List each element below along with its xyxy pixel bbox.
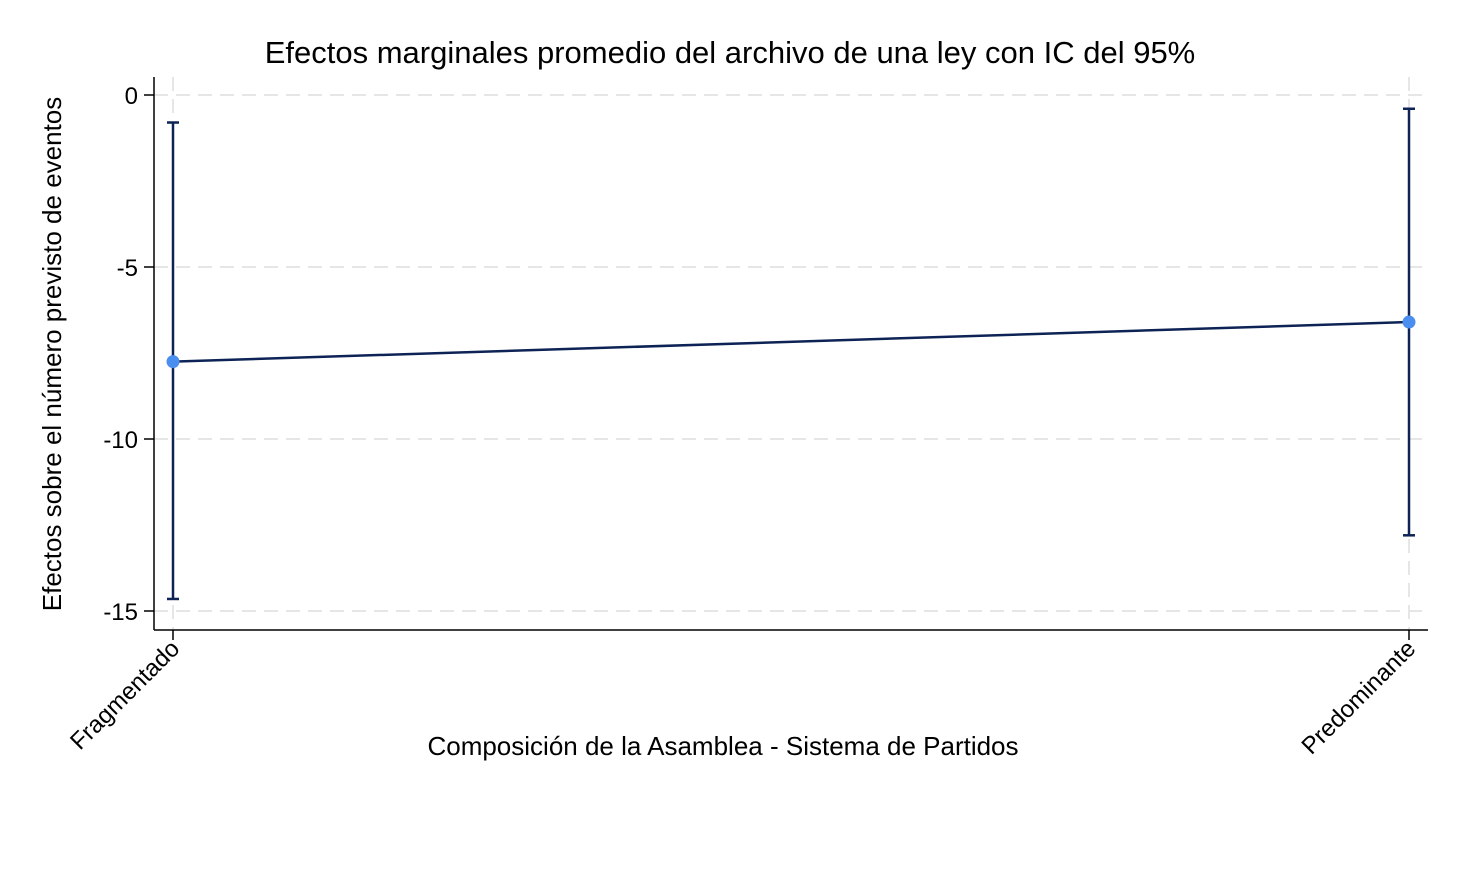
y-tick-label: -10 <box>103 427 138 454</box>
y-tick-label: 0 <box>125 83 138 110</box>
x-tick-label: Predominante <box>1296 635 1421 760</box>
axes <box>153 77 1428 631</box>
chart-title: Efectos marginales promedio del archivo … <box>265 35 1196 70</box>
x-axis-label: Composición de la Asamblea - Sistema de … <box>427 731 1018 761</box>
series <box>166 107 1416 601</box>
data-point <box>1402 315 1416 329</box>
y-tick-label: -5 <box>117 255 138 282</box>
x-tick-label: Fragmentado <box>65 635 185 755</box>
y-tick-label: -15 <box>103 599 138 626</box>
grid-lines <box>154 77 1428 630</box>
y-axis-ticks: 0 -5 -10 -15 <box>103 83 154 626</box>
data-point <box>166 355 180 369</box>
y-axis-label: Efectos sobre el número previsto de even… <box>37 97 67 612</box>
series-line <box>172 320 1410 363</box>
